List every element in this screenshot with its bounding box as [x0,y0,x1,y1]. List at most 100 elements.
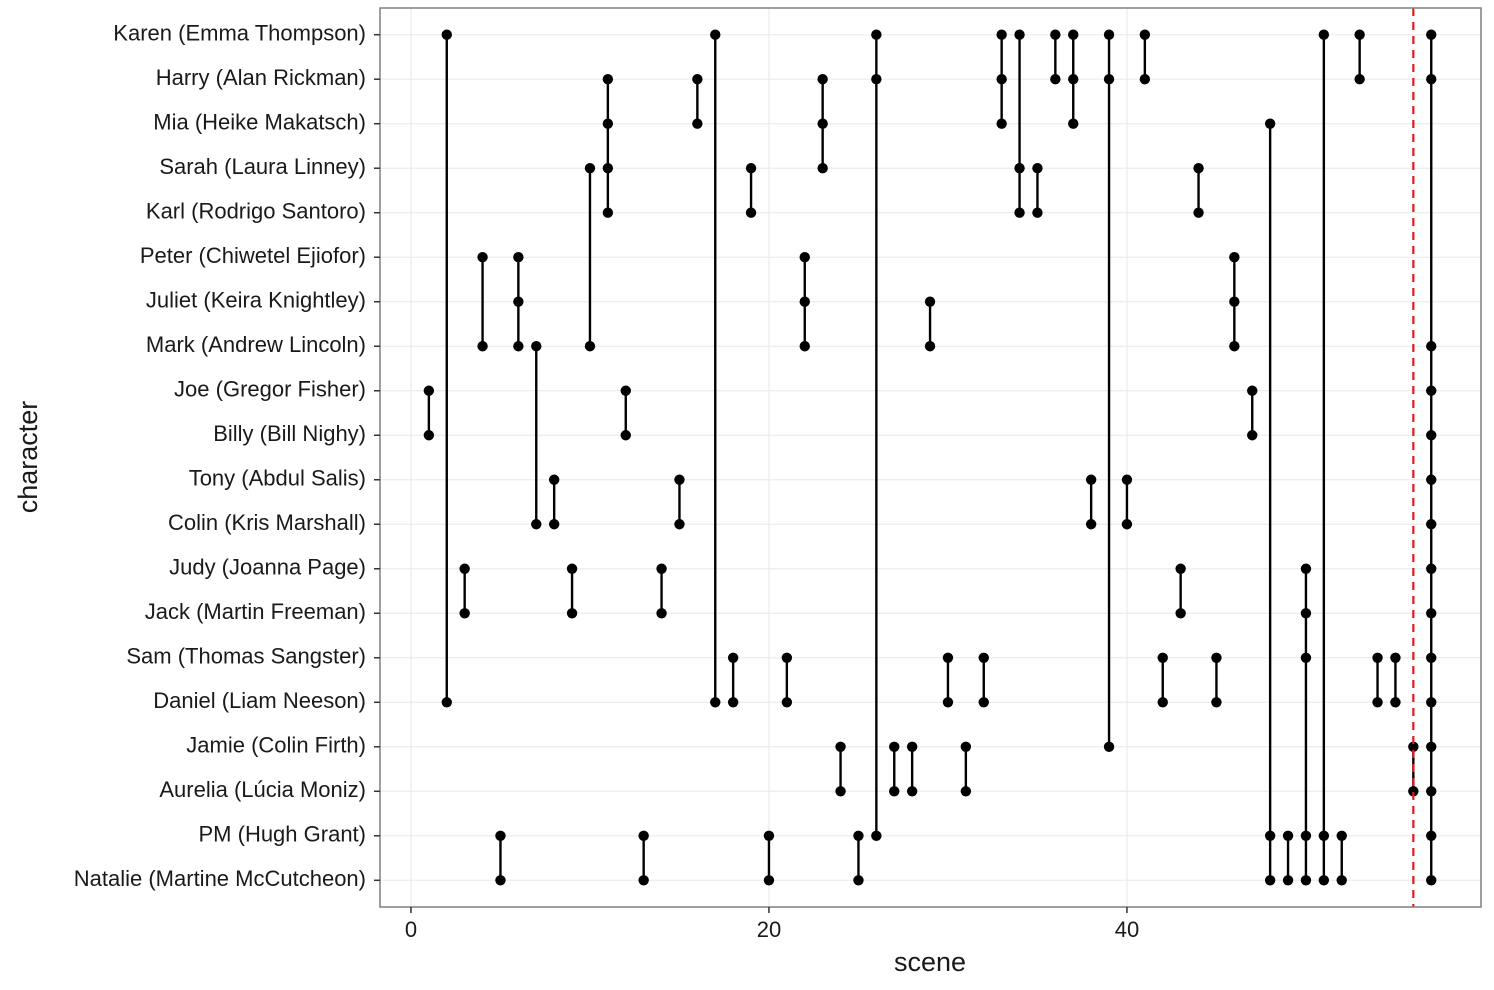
axes: Karen (Emma Thompson) Harry (Alan Rickman… [74,21,1139,942]
scene-point [853,875,864,886]
scene-point [674,474,685,485]
scene-point [656,563,667,574]
scene-point [1426,519,1437,530]
scene-point [423,430,435,441]
scene-point [1426,29,1437,40]
scene-point [1426,786,1437,797]
scene-point [1103,29,1115,40]
scene-point [799,341,810,352]
scene-point [1103,741,1115,752]
scene-point [1426,608,1437,619]
scene-point [1300,563,1312,574]
scene-point [906,741,918,752]
scene-point [745,163,757,174]
y-tick-label: Mia (Heike Makatsch) [153,110,366,135]
scene-point [817,163,828,174]
y-tick-label: Juliet (Keira Knightley) [146,288,366,313]
y-tick-label: PM (Hugh Grant) [199,822,367,847]
y-tick-label: Judy (Joanna Page) [169,555,366,580]
scene-point [1014,163,1025,174]
scene-point [548,519,560,530]
scene-point [692,118,703,129]
y-tick-label: Sarah (Laura Linney) [159,154,366,179]
scene-point [1390,652,1401,663]
y-tick-label: Daniel (Liam Neeson) [153,688,366,713]
scene-point [1408,741,1419,752]
y-tick-label: Aurelia (Lúcia Moniz) [159,777,366,802]
scene-point [531,341,542,352]
y-tick-label: Sam (Thomas Sangster) [126,644,366,669]
scene-point [1282,830,1294,841]
scene-point [727,697,739,708]
scene-point [477,341,488,352]
scene-point [745,207,757,218]
scene-point [710,697,721,708]
x-tick-label: 40 [1115,917,1139,942]
scene-point [1229,296,1240,307]
scene-point [960,741,972,752]
scene-point [799,296,810,307]
scene-point [1426,430,1437,441]
scene-point [763,830,775,841]
scene-point [1426,741,1437,752]
y-tick-label: Jamie (Colin Firth) [186,733,366,758]
scene-point [817,118,828,129]
scene-point [620,385,631,396]
scene-point [531,519,542,530]
scene-point [1193,163,1204,174]
scene-point [656,608,667,619]
scene-point [638,830,649,841]
scene-point [871,74,882,85]
scene-point [1408,786,1419,797]
scene-point [871,29,882,40]
panel-border [379,7,1482,908]
scene-point [799,252,810,263]
scene-point [495,830,506,841]
scene-point [1139,74,1151,85]
scene-point [710,29,721,40]
scene-point [584,341,596,352]
scene-point [1139,29,1151,40]
scene-point [513,252,524,263]
scene-point [1068,118,1079,129]
scene-point [1211,697,1222,708]
scene-point [495,875,506,886]
y-tick-label: Colin (Kris Marshall) [168,510,366,535]
scene-point [727,652,739,663]
scene-point [1103,74,1115,85]
scene-point [889,741,900,752]
x-axis-title: scene [894,947,966,977]
scene-point [978,652,989,663]
scene-point [924,296,936,307]
y-tick-label: Natalie (Martine McCutcheon) [74,866,366,891]
scene-point [477,252,488,263]
scene-point [1318,830,1330,841]
scene-point [1175,608,1186,619]
y-tick-label: Peter (Chiwetel Ejiofor) [140,243,366,268]
scene-point [638,875,649,886]
scene-point [996,118,1007,129]
scene-point [1014,207,1025,218]
scene-point [602,118,614,129]
scene-point [584,163,596,174]
scene-point [1300,830,1312,841]
scene-point [1085,474,1097,485]
scene-point [889,786,900,797]
scene-point [978,697,989,708]
scene-point [602,74,614,85]
scene-point [1426,474,1437,485]
scene-point [871,830,882,841]
scene-point [459,608,470,619]
scene-point [817,74,828,85]
scene-point [1426,385,1437,396]
scene-point [996,74,1007,85]
scene-point [1121,519,1133,530]
scene-point [602,163,614,174]
scene-point [1264,875,1276,886]
scene-point [906,786,918,797]
y-tick-label: Jack (Martin Freeman) [145,599,366,624]
scene-point [1032,163,1043,174]
scene-point [1318,875,1330,886]
scene-point [513,296,524,307]
